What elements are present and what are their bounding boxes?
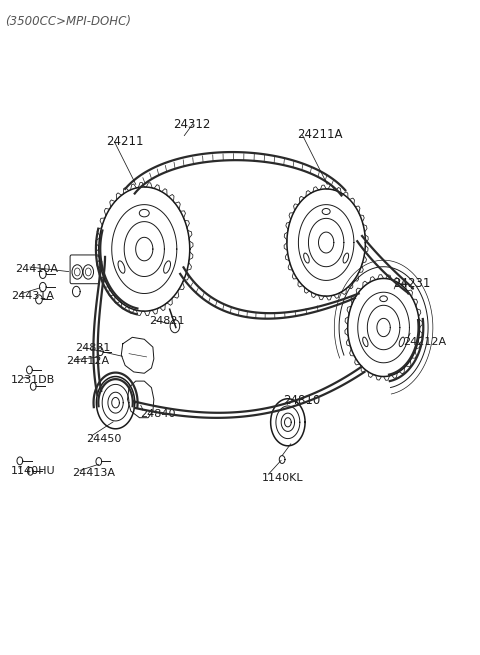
Text: 24211: 24211: [106, 135, 144, 148]
Text: 24412A: 24412A: [66, 356, 109, 367]
Text: 24231: 24231: [393, 276, 431, 290]
Text: 1140HU: 1140HU: [11, 466, 56, 476]
Text: 24431A: 24431A: [11, 291, 54, 301]
Text: 24413A: 24413A: [72, 468, 116, 477]
Text: 24450: 24450: [86, 434, 121, 443]
Text: 24810: 24810: [283, 394, 320, 407]
Text: 1140KL: 1140KL: [262, 473, 303, 483]
Text: 24211A: 24211A: [298, 128, 343, 141]
Text: 24821: 24821: [149, 316, 185, 326]
Text: 24840: 24840: [141, 409, 176, 419]
Text: 1231DB: 1231DB: [11, 375, 56, 384]
Text: 24312: 24312: [173, 119, 211, 132]
Text: (3500CC>MPI-DOHC): (3500CC>MPI-DOHC): [5, 15, 132, 28]
Text: 24410A: 24410A: [15, 264, 58, 274]
Text: 24831: 24831: [75, 343, 110, 354]
Text: 24212A: 24212A: [403, 337, 446, 347]
